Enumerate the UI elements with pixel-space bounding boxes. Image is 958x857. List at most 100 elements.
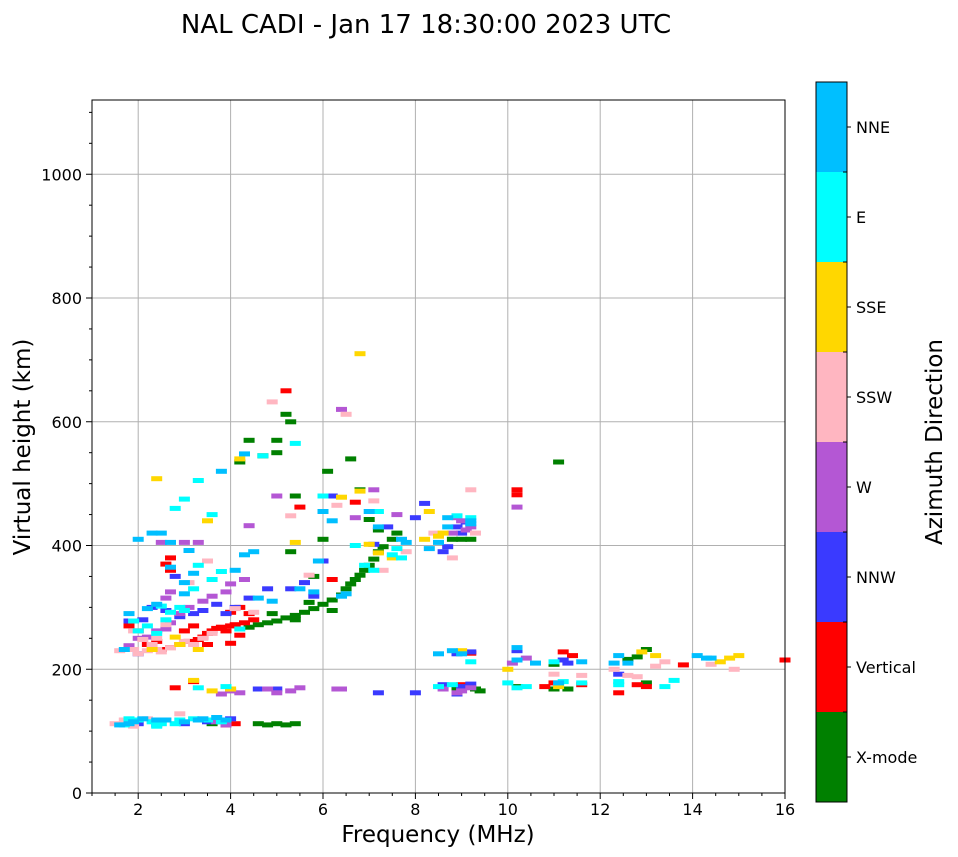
colorbar-segment (816, 622, 847, 712)
echo-mark (437, 549, 449, 555)
colorbar: X-mode Vertical NNW W SSW SSE E NNE (815, 81, 917, 803)
echo-mark (691, 653, 703, 659)
echo-mark (280, 388, 292, 394)
echo-mark (285, 513, 297, 519)
echo-mark (239, 577, 250, 582)
echo-mark (308, 589, 320, 595)
echo-mark (474, 688, 486, 694)
y-axis: 0 200 400 600 800 1000 (41, 111, 92, 803)
echo-mark (640, 680, 652, 686)
echo-mark (377, 544, 389, 550)
echo-mark (299, 580, 310, 586)
echo-mark (354, 572, 366, 578)
echo-mark (178, 638, 190, 644)
echo-mark (419, 536, 431, 542)
echo-mark (188, 642, 200, 647)
echo-mark (178, 608, 190, 613)
echo-mark (299, 609, 310, 615)
echo-mark (234, 459, 246, 465)
echo-mark (677, 662, 689, 668)
echo-mark (174, 711, 186, 717)
echo-mark (271, 618, 283, 624)
echo-mark (668, 677, 680, 683)
echo-mark (262, 586, 274, 592)
echo-mark (340, 411, 352, 417)
x-tick-label: 8 (410, 800, 420, 819)
echo-mark (391, 512, 403, 518)
echo-mark (188, 677, 200, 683)
echo-mark (368, 498, 380, 504)
echo-mark (465, 536, 477, 542)
echo-mark (650, 663, 662, 669)
echo-mark (220, 684, 232, 690)
echo-mark (229, 606, 241, 612)
echo-mark (423, 546, 435, 552)
echo-mark (239, 451, 250, 457)
colorbar-tick-label: SSE (856, 298, 886, 317)
echo-mark (303, 599, 315, 605)
echo-mark (252, 721, 264, 727)
echo-mark (271, 690, 283, 696)
echo-mark (372, 524, 384, 530)
echo-mark (220, 589, 232, 595)
echo-mark (206, 688, 218, 694)
echo-mark (285, 419, 297, 425)
echo-mark (160, 626, 172, 632)
echo-mark (243, 595, 255, 601)
echo-mark (659, 659, 671, 665)
echo-mark (248, 617, 260, 623)
echo-mark (562, 660, 574, 666)
echo-mark (511, 657, 523, 663)
colorbar-tick-label: W (856, 478, 872, 497)
echo-mark (123, 643, 135, 649)
echo-mark (151, 717, 163, 723)
colorbar-segment (816, 262, 847, 352)
echo-mark (206, 630, 218, 636)
echo-mark (280, 722, 292, 728)
echo-mark (215, 569, 227, 574)
echo-mark (308, 593, 320, 599)
echo-mark (631, 654, 643, 660)
echo-mark (506, 660, 518, 666)
echo-mark (359, 567, 371, 573)
echo-mark (123, 611, 135, 617)
echo-mark (465, 524, 477, 530)
echo-mark (178, 539, 190, 545)
colorbar-tick-label: X-mode (856, 748, 917, 767)
echo-mark (178, 591, 190, 597)
echo-mark (248, 609, 260, 615)
echo-mark (197, 635, 209, 641)
echo-mark (354, 351, 366, 357)
echo-mark (197, 598, 209, 604)
echo-mark (613, 671, 625, 677)
echo-mark (382, 524, 394, 530)
echo-mark (386, 536, 398, 542)
echo-mark (206, 593, 218, 599)
echo-mark (202, 518, 213, 524)
echo-mark (234, 690, 246, 696)
echo-mark (368, 487, 380, 493)
echo-mark (553, 680, 565, 686)
echo-mark (271, 686, 283, 692)
x-tick-label: 14 (682, 800, 702, 819)
echo-mark (141, 606, 153, 612)
colorbar-segment (816, 442, 847, 532)
echo-mark (174, 611, 186, 617)
echo-mark (562, 686, 574, 692)
echo-mark (724, 655, 736, 661)
echo-mark (229, 567, 241, 573)
echo-mark (419, 500, 431, 506)
echo-mark (465, 659, 477, 665)
echo-mark (178, 719, 190, 725)
echo-mark (141, 623, 153, 629)
colorbar-tick-label: Vertical (856, 658, 916, 677)
echo-mark (192, 562, 204, 568)
echo-mark (423, 509, 435, 514)
echo-mark (165, 555, 176, 561)
echo-mark (456, 536, 468, 542)
echo-mark (206, 512, 218, 518)
echo-mark (317, 493, 329, 499)
echo-mark (289, 493, 301, 499)
echo-mark (511, 504, 523, 510)
echo-mark (400, 549, 412, 555)
